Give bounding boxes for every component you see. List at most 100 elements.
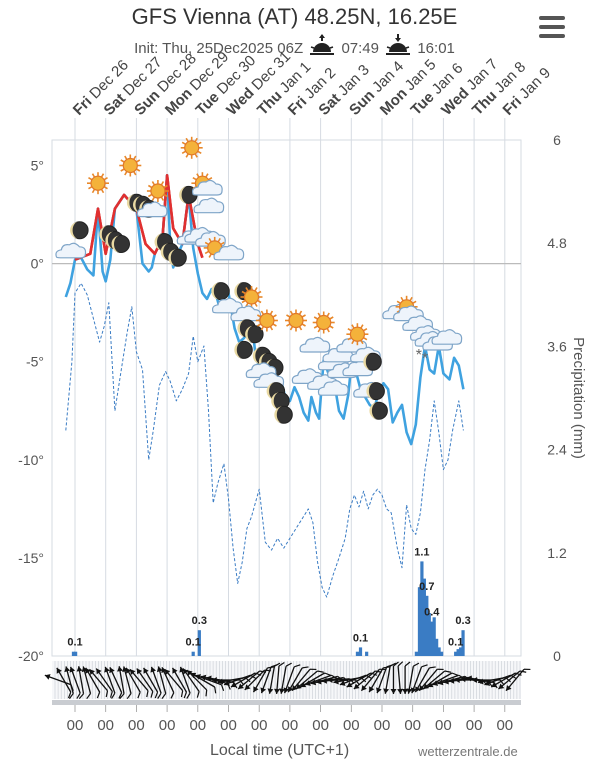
wind-barb bbox=[406, 662, 420, 694]
moon-icon bbox=[234, 340, 253, 359]
hour-tick-label: 00 bbox=[343, 717, 360, 734]
sun-ray bbox=[301, 314, 306, 318]
precip-bar bbox=[435, 638, 439, 656]
moon-crescent bbox=[154, 233, 163, 251]
wind-barb bbox=[295, 670, 324, 690]
sun-ray bbox=[298, 326, 303, 331]
wind-barb-feather bbox=[278, 662, 285, 667]
wind-barb bbox=[390, 661, 399, 694]
wind-barb bbox=[182, 668, 200, 698]
sun-ray bbox=[197, 150, 202, 154]
hour-tick-label: 00 bbox=[312, 717, 329, 734]
cloud-shape bbox=[193, 197, 225, 214]
sun-disc bbox=[243, 289, 260, 305]
sun-ray bbox=[260, 326, 265, 331]
wind-barb-head bbox=[150, 666, 157, 673]
wind-barb-head bbox=[339, 680, 346, 686]
wind-barb-head bbox=[448, 677, 455, 684]
sun-ray bbox=[289, 326, 294, 331]
wind-barb-head bbox=[126, 667, 132, 674]
sun-ray bbox=[220, 241, 225, 246]
sun-ray bbox=[197, 141, 202, 145]
hour-tick-label: 00 bbox=[282, 717, 299, 734]
wind-barb-feather bbox=[196, 691, 200, 698]
wind-barb-head bbox=[260, 687, 267, 694]
y-left-tick-label: -20° bbox=[18, 648, 44, 664]
wind-barb-feather bbox=[161, 693, 167, 700]
wind-barb bbox=[109, 667, 123, 699]
wind-barb-head bbox=[419, 684, 425, 691]
sun-icon bbox=[346, 323, 369, 346]
moon-crescent bbox=[369, 402, 378, 420]
moon-crescent bbox=[133, 196, 142, 214]
moon-icon bbox=[363, 352, 382, 371]
precip-label: 0.4 bbox=[424, 607, 440, 619]
moon-crescent bbox=[211, 282, 220, 300]
cloud-icon bbox=[213, 244, 245, 261]
sun-ray bbox=[147, 184, 153, 189]
wind-barb-head bbox=[161, 667, 167, 674]
sun-ray bbox=[396, 300, 401, 304]
sun-icon bbox=[312, 311, 335, 334]
wind-barb-head bbox=[346, 681, 353, 688]
hour-tick-label: 00 bbox=[251, 717, 268, 734]
wind-barb-feather bbox=[170, 692, 175, 699]
wind-barb bbox=[267, 662, 281, 694]
precip-bar bbox=[437, 647, 441, 656]
wind-barb-feather bbox=[96, 691, 101, 699]
wind-barb-head bbox=[406, 688, 413, 694]
sun-ray bbox=[120, 168, 125, 172]
wind-barb-head bbox=[244, 684, 251, 690]
wind-barb-head bbox=[402, 689, 409, 694]
wind-barb-head bbox=[432, 680, 439, 686]
sun-ray bbox=[151, 181, 156, 186]
wind-barb bbox=[427, 672, 459, 688]
sun-ray bbox=[147, 193, 153, 198]
wind-barb-feather bbox=[150, 691, 154, 698]
cloud-shape bbox=[230, 305, 262, 322]
wind-barb bbox=[69, 666, 81, 699]
wind-barb-feather bbox=[397, 661, 404, 667]
wind-barb bbox=[274, 662, 285, 695]
wind-barb-head bbox=[44, 674, 51, 680]
sun-ray bbox=[241, 290, 246, 295]
cloud-shape bbox=[299, 336, 331, 353]
sun-ray bbox=[196, 173, 200, 178]
wind-barb-head bbox=[69, 666, 76, 673]
wind-barb bbox=[383, 662, 397, 694]
wind-barb bbox=[287, 666, 309, 693]
sun-ray bbox=[256, 323, 262, 327]
wind-barb-head bbox=[361, 684, 367, 691]
sun-ray bbox=[205, 173, 209, 178]
wind-barb bbox=[195, 674, 225, 692]
sun-ray bbox=[351, 339, 355, 345]
wind-barb-head bbox=[217, 678, 224, 685]
wind-barb-head bbox=[397, 688, 404, 694]
menu-icon[interactable] bbox=[539, 16, 565, 43]
moon-icon bbox=[211, 282, 230, 301]
precip-bar bbox=[422, 578, 426, 656]
sun-disc bbox=[259, 312, 275, 329]
sunrise-icon bbox=[309, 34, 335, 60]
sun-ray bbox=[269, 326, 274, 331]
y-right-tick-label: 2.4 bbox=[547, 442, 567, 458]
hour-tick-label: 00 bbox=[220, 717, 237, 734]
wind-barb-head bbox=[267, 688, 274, 694]
sun-ray bbox=[204, 250, 210, 255]
wind-barb-head bbox=[300, 681, 307, 688]
cloud-shape bbox=[317, 380, 349, 396]
moon-crescent bbox=[266, 382, 276, 400]
wind-barb-head bbox=[200, 674, 207, 681]
plot-frame bbox=[51, 139, 522, 657]
sun-ray bbox=[133, 171, 137, 176]
wind-barb-head bbox=[288, 686, 294, 693]
sun-disc bbox=[184, 140, 200, 156]
moon-crescent bbox=[252, 347, 262, 365]
sun-ray bbox=[91, 173, 96, 178]
sun-ray bbox=[208, 177, 213, 181]
wind-barb bbox=[136, 668, 154, 698]
moon-crescent bbox=[179, 186, 188, 204]
cloud-icon bbox=[317, 380, 349, 396]
credit-link[interactable]: wetterzentrale.de bbox=[418, 744, 518, 759]
wind-barb-feather bbox=[421, 664, 428, 668]
